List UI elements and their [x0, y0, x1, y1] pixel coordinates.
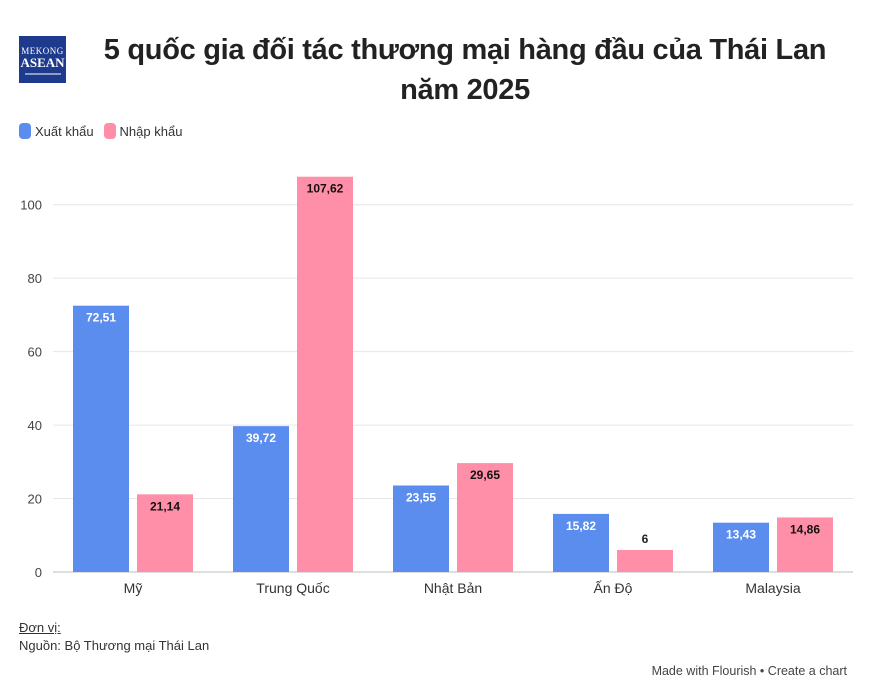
legend-label-export: Xuất khẩu	[35, 123, 94, 139]
data-label-export: 72,51	[86, 311, 116, 325]
bar-export	[553, 513, 609, 572]
source-note: Nguồn: Bộ Thương mại Thái Lan	[19, 638, 210, 653]
legend: Xuất khẩu Nhập khẩu	[19, 123, 182, 139]
data-label-import: 107,62	[307, 182, 344, 196]
data-label-export: 13,43	[726, 528, 756, 542]
y-tick-label: 40	[28, 418, 42, 433]
data-label-import: 6	[642, 532, 649, 546]
x-tick-label: Nhật Bản	[424, 580, 482, 596]
chart-title: 5 quốc gia đối tác thương mại hàng đầu c…	[103, 34, 827, 106]
legend-swatch-export	[19, 123, 31, 139]
bar-import	[297, 176, 353, 572]
bar-import	[777, 517, 833, 572]
data-label-import: 14,86	[790, 522, 820, 536]
data-label-export: 15,82	[566, 519, 596, 533]
legend-swatch-import	[103, 123, 116, 139]
x-tick-label: Ấn Độ	[594, 580, 633, 596]
data-label-import: 21,14	[150, 499, 180, 513]
mekong-asean-logo: MEKONG ASEAN	[19, 36, 66, 83]
y-tick-label: 60	[28, 345, 42, 360]
legend-item-export[interactable]: Xuất khẩu	[19, 123, 94, 139]
x-tick-label: Trung Quốc	[256, 580, 329, 596]
data-label-export: 39,72	[246, 431, 276, 445]
bar-export	[73, 305, 129, 572]
data-label-export: 23,55	[406, 491, 436, 505]
y-tick-label: 80	[28, 271, 42, 286]
unit-note: Đơn vị:	[19, 620, 61, 635]
legend-label-import: Nhập khẩu	[119, 123, 183, 139]
made-with-flourish-link[interactable]: Made with Flourish • Create a chart	[651, 664, 847, 678]
y-tick-label: 20	[28, 492, 42, 507]
legend-item-import[interactable]: Nhập khẩu	[103, 123, 183, 139]
x-tick-label: Malaysia	[745, 580, 800, 596]
bar-export	[233, 426, 289, 572]
x-tick-label: Mỹ	[124, 580, 143, 596]
bar-export	[713, 522, 769, 572]
bar-import	[617, 549, 673, 572]
bar-export	[393, 485, 449, 572]
data-label-import: 29,65	[470, 468, 500, 482]
bar-import	[137, 494, 193, 572]
y-tick-label: 0	[35, 565, 42, 580]
bar-import	[457, 463, 513, 572]
y-tick-label: 100	[20, 198, 42, 213]
